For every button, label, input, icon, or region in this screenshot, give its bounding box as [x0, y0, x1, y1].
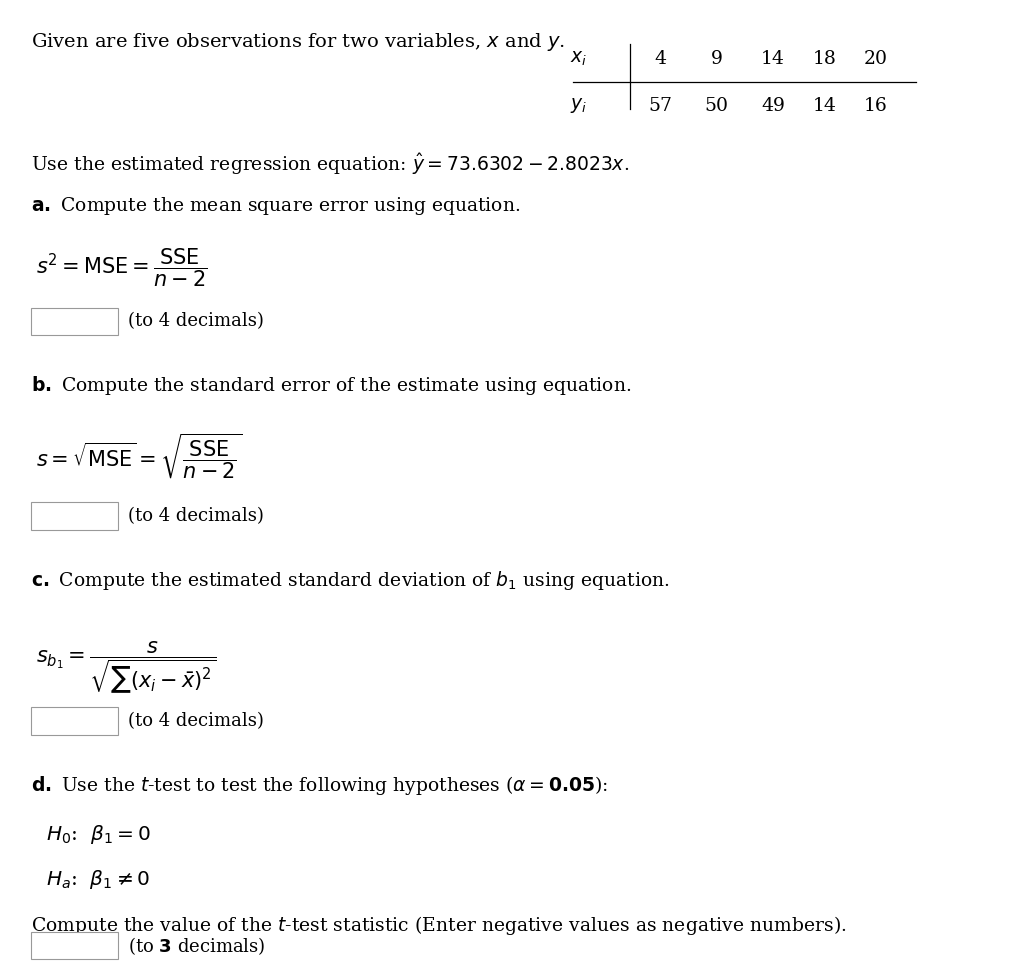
- Text: 16: 16: [863, 97, 888, 114]
- Text: (to $\mathbf{3}$ decimals): (to $\mathbf{3}$ decimals): [128, 935, 265, 956]
- Text: (to 4 decimals): (to 4 decimals): [128, 507, 264, 525]
- Text: 18: 18: [812, 50, 837, 67]
- Text: Compute the value of the $t$-test statistic (Enter negative values as negative n: Compute the value of the $t$-test statis…: [31, 914, 846, 938]
- Text: $x_i$: $x_i$: [570, 50, 587, 67]
- Text: (to 4 decimals): (to 4 decimals): [128, 313, 264, 330]
- Text: Given are five observations for two variables, $x$ and $y$.: Given are five observations for two vari…: [31, 31, 565, 54]
- Text: $s = \sqrt{\mathrm{MSE}} = \sqrt{\dfrac{\mathrm{SSE}}{n-2}}$: $s = \sqrt{\mathrm{MSE}} = \sqrt{\dfrac{…: [36, 432, 242, 482]
- Text: $H_a$:  $\beta_1 \neq 0$: $H_a$: $\beta_1 \neq 0$: [46, 868, 151, 891]
- Text: $s^2 = \mathrm{MSE} = \dfrac{\mathrm{SSE}}{n-2}$: $s^2 = \mathrm{MSE} = \dfrac{\mathrm{SSE…: [36, 246, 208, 289]
- Text: 14: 14: [761, 50, 785, 67]
- Text: $\mathbf{c.}$ Compute the estimated standard deviation of $b_1$ using equation.: $\mathbf{c.}$ Compute the estimated stan…: [31, 569, 670, 592]
- FancyBboxPatch shape: [31, 932, 118, 959]
- Text: 4: 4: [654, 50, 667, 67]
- Text: $H_0$:  $\beta_1 = 0$: $H_0$: $\beta_1 = 0$: [46, 823, 151, 846]
- Text: $s_{b_1} = \dfrac{s}{\sqrt{\sum(x_i - \bar{x})^2}}$: $s_{b_1} = \dfrac{s}{\sqrt{\sum(x_i - \b…: [36, 640, 216, 697]
- Text: $y_i$: $y_i$: [570, 96, 587, 115]
- Text: 57: 57: [648, 97, 673, 114]
- Text: $\mathbf{d.}$ Use the $t$-test to test the following hypotheses ($\alpha = \math: $\mathbf{d.}$ Use the $t$-test to test t…: [31, 774, 608, 797]
- Text: $\mathbf{b.}$ Compute the standard error of the estimate using equation.: $\mathbf{b.}$ Compute the standard error…: [31, 374, 631, 398]
- FancyBboxPatch shape: [31, 502, 118, 530]
- Text: 14: 14: [812, 97, 837, 114]
- FancyBboxPatch shape: [31, 707, 118, 735]
- Text: $\mathbf{a.}$ Compute the mean square error using equation.: $\mathbf{a.}$ Compute the mean square er…: [31, 195, 520, 218]
- Text: 9: 9: [711, 50, 723, 67]
- FancyBboxPatch shape: [31, 308, 118, 335]
- Text: Use the estimated regression equation: $\hat{y} = 73.6302 - 2.8023x$.: Use the estimated regression equation: $…: [31, 151, 629, 177]
- Text: 20: 20: [863, 50, 888, 67]
- Text: (to 4 decimals): (to 4 decimals): [128, 712, 264, 730]
- Text: 50: 50: [705, 97, 729, 114]
- Text: 49: 49: [761, 97, 785, 114]
